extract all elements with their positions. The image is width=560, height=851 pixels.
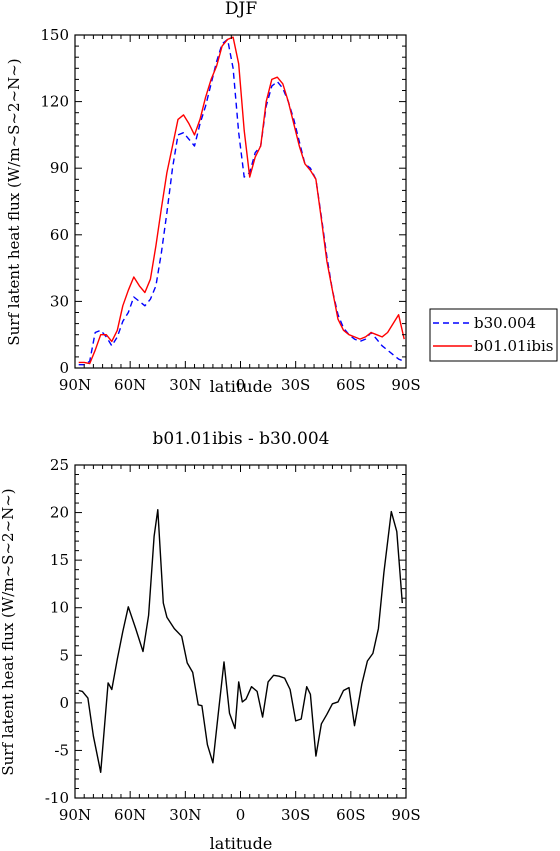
bottom-x-tick-label: 0 bbox=[236, 806, 246, 824]
bottom-x-tick-label: 60N bbox=[114, 806, 146, 824]
bottom-y-tick-label: 10 bbox=[50, 599, 69, 617]
bottom-x-tick-label: 90N bbox=[59, 806, 91, 824]
bottom-y-tick-label: 5 bbox=[59, 646, 69, 664]
top-y-tick-label: 150 bbox=[40, 26, 69, 44]
top-y-tick-label: 60 bbox=[50, 226, 69, 244]
bottom-panel: b01.01ibis - b30.004 90N 60N 30N 0 30S 60S 90S… bbox=[0, 429, 421, 851]
top-chart-title: DJF bbox=[225, 0, 257, 19]
top-y-tick-label: 0 bbox=[59, 359, 69, 377]
legend-label-b01-01ibis: b01.01ibis bbox=[474, 337, 553, 355]
bottom-ticks: 90N 60N 30N 0 30S 60S 90S -10 -5 0 5 10 15 20 25 bbox=[45, 456, 421, 824]
top-x-tick-label: 60S bbox=[336, 376, 365, 394]
bottom-y-tick-label: 0 bbox=[59, 694, 69, 712]
bottom-x-axis-label: latitude bbox=[210, 834, 273, 851]
bottom-y-tick-label: 20 bbox=[50, 504, 69, 522]
top-x-tick-label: 90S bbox=[391, 376, 420, 394]
top-y-tick-label: 120 bbox=[40, 93, 69, 111]
top-x-tick-label: 30S bbox=[281, 376, 310, 394]
legend-box bbox=[429, 308, 558, 362]
top-series-line-b30-004 bbox=[78, 38, 405, 366]
bottom-y-tick-label: -10 bbox=[45, 789, 69, 807]
bottom-y-tick-label: 25 bbox=[50, 456, 69, 474]
bottom-plot-frame bbox=[74, 464, 407, 799]
top-y-tick-label: 30 bbox=[50, 292, 69, 310]
top-x-tick-label: 90N bbox=[59, 376, 91, 394]
top-series-group bbox=[78, 36, 405, 366]
bottom-x-tick-label: 30S bbox=[281, 806, 310, 824]
bottom-series-line-0 bbox=[78, 509, 403, 773]
legend-label-b30-004: b30.004 bbox=[474, 314, 536, 332]
top-ticks: 90N 60N 30N 0 30S 60S 90S 0 30 60 90 120 150 bbox=[40, 26, 420, 394]
legend: b30.004 b01.01ibis bbox=[429, 308, 558, 362]
bottom-series-group bbox=[78, 509, 403, 773]
top-y-axis-label: Surf latent heat flux (W/m~S~2~N~) bbox=[5, 58, 23, 345]
top-x-tick-label: 60N bbox=[114, 376, 146, 394]
top-x-tick-label: 30N bbox=[169, 376, 201, 394]
bottom-y-axis-label: Surf latent heat flux (W/m~S~2~N~) bbox=[0, 488, 17, 775]
bottom-chart-title: b01.01ibis - b30.004 bbox=[153, 429, 330, 449]
top-x-tick-label: 0 bbox=[236, 376, 246, 394]
bottom-x-tick-label: 30N bbox=[169, 806, 201, 824]
bottom-x-tick-label: 60S bbox=[336, 806, 365, 824]
top-y-tick-label: 90 bbox=[50, 159, 69, 177]
bottom-x-tick-label: 90S bbox=[391, 806, 420, 824]
top-x-axis-label: latitude bbox=[210, 377, 273, 396]
top-series-line-b01-01ibis bbox=[78, 36, 405, 365]
bottom-y-tick-label: 15 bbox=[50, 551, 69, 569]
top-panel: DJF 90N 60N 30N 0 30S 60S 90S 0 30 60 90 120 150 lat… bbox=[5, 0, 421, 396]
bottom-y-tick-label: -5 bbox=[54, 741, 69, 759]
